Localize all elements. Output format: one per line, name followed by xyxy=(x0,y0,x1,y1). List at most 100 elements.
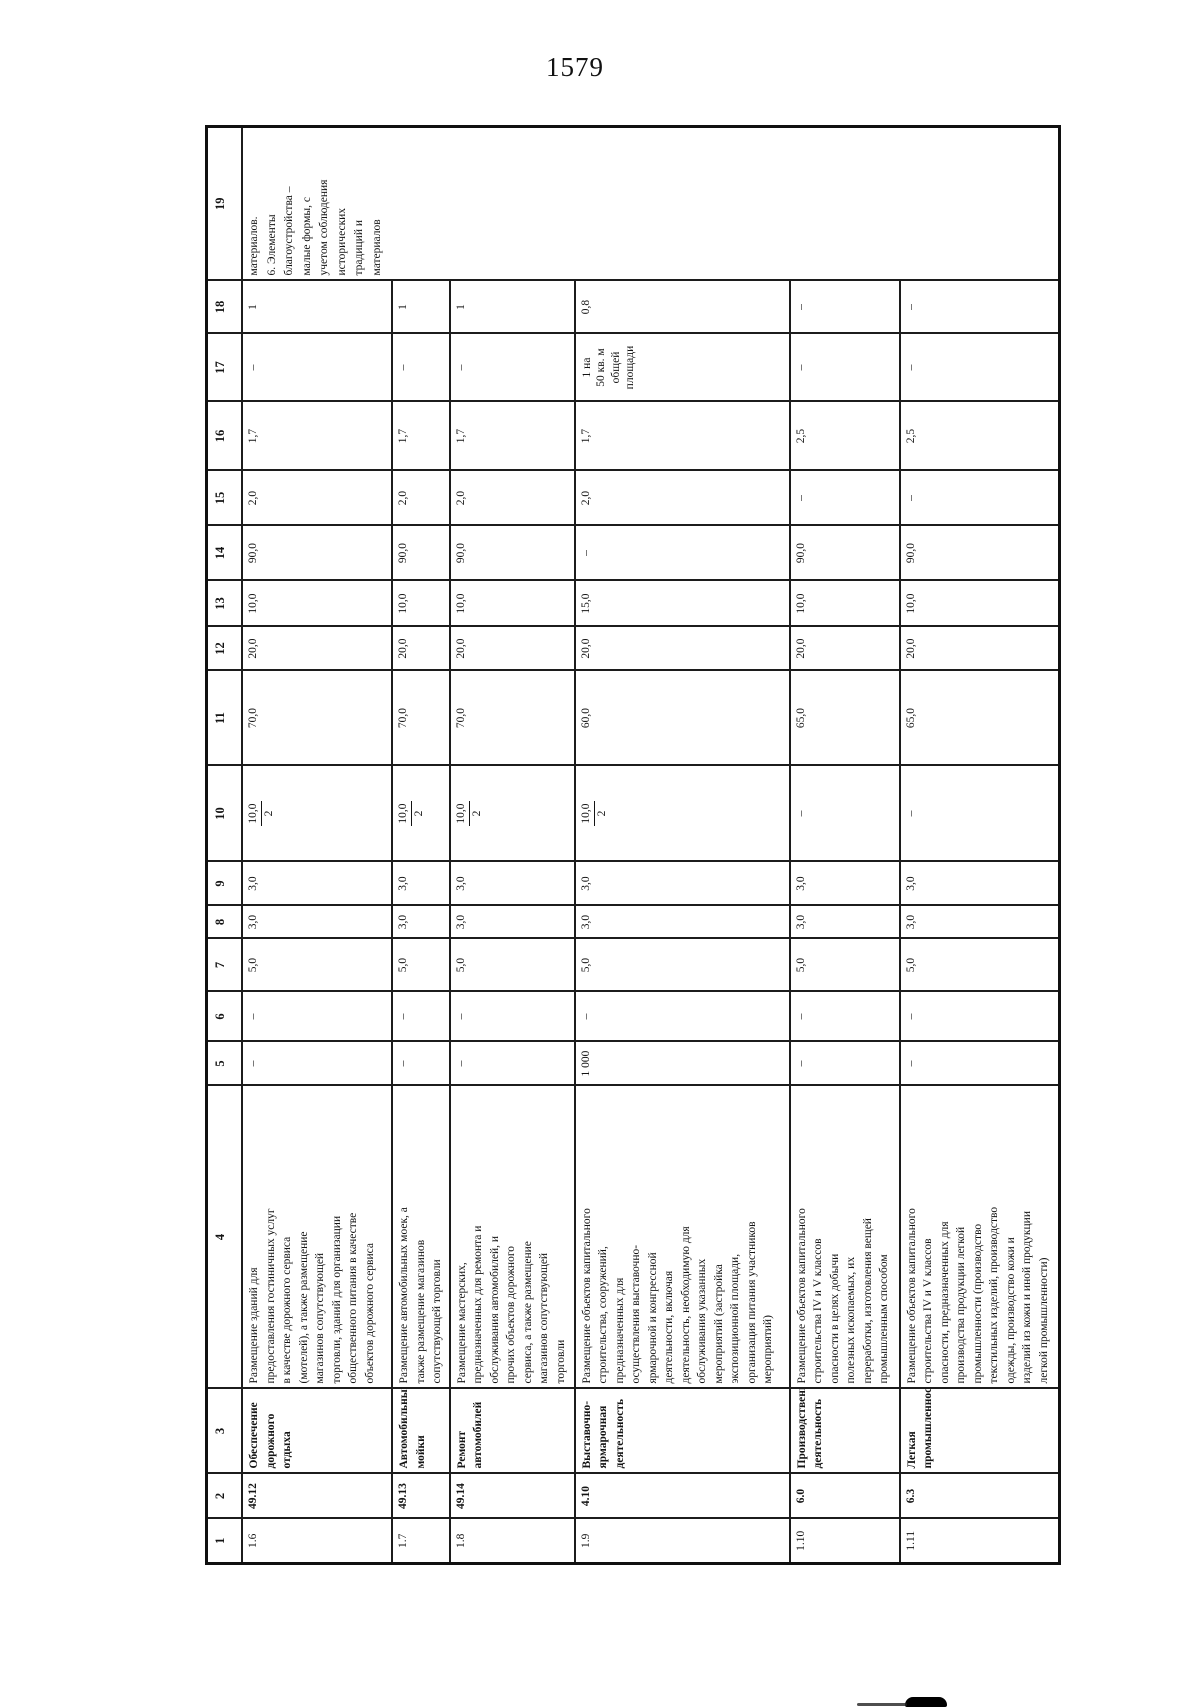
column-number-header: 2 xyxy=(206,1473,242,1519)
cell-value: – xyxy=(574,525,790,581)
cell-value: 10,0 xyxy=(392,580,450,627)
cell-value: 3,0 xyxy=(574,861,790,906)
cell-value: 20,0 xyxy=(899,626,1060,671)
column-number-header: 15 xyxy=(206,470,242,526)
cell-value: – xyxy=(449,333,575,402)
cell-row-index: 1.9 xyxy=(574,1518,790,1564)
cell-value: 2,0 xyxy=(392,470,450,526)
cell-value: – xyxy=(899,991,1060,1042)
column-number-header: 5 xyxy=(206,1041,242,1086)
cell-use-name: Обеспечение дорожного отдыха xyxy=(242,1388,392,1474)
cell-value: 3,0 xyxy=(899,861,1060,906)
table-row: 1.11 6.3 Легкая промышленность Размещени… xyxy=(899,126,1060,1564)
column-number-header-row: 1 2 3 4 5 6 7 8 9 10 11 12 13 14 15 16 1… xyxy=(206,126,242,1564)
cell-value: – xyxy=(899,470,1060,526)
cell-use-description: Размещение объектов капитального строите… xyxy=(574,1085,790,1389)
cell-value: 2,0 xyxy=(449,470,575,526)
cell-value: 5,0 xyxy=(574,938,790,992)
cell-code: 49.12 xyxy=(242,1473,392,1519)
scan-artifact xyxy=(857,1697,947,1707)
cell-value: 3,0 xyxy=(392,905,450,939)
cell-code: 6.0 xyxy=(789,1473,900,1519)
cell-value: 1,7 xyxy=(574,401,790,471)
cell-value: – xyxy=(899,280,1060,334)
cell-value: 1 xyxy=(392,280,450,334)
table-row: 1.8 49.14 Ремонт автомобилей Размещение … xyxy=(449,126,575,1564)
cell-use-name: Выставочно- ярмарочная деятельность xyxy=(574,1388,790,1474)
cell-row-index: 1.6 xyxy=(242,1518,392,1564)
cell-value: 3,0 xyxy=(449,905,575,939)
cell-value: 20,0 xyxy=(574,626,790,671)
cell-note-continuation xyxy=(574,126,790,281)
fraction-denominator: 2 xyxy=(413,810,425,817)
cell-value: – xyxy=(899,765,1060,862)
table-row: 1.10 6.0 Производственная деятельность Р… xyxy=(789,126,900,1564)
cell-code: 6.3 xyxy=(899,1473,1060,1519)
cell-value: – xyxy=(392,1041,450,1086)
cell-use-description: Размещение объектов капитального строите… xyxy=(899,1085,1060,1389)
cell-value: 2,0 xyxy=(242,470,392,526)
fraction: 10,0 2 xyxy=(397,801,426,826)
cell-value: 90,0 xyxy=(392,525,450,581)
cell-value: 1,7 xyxy=(449,401,575,471)
cell-note-continuation xyxy=(392,126,450,281)
cell-value: 2,5 xyxy=(789,401,900,471)
cell-value: – xyxy=(392,333,450,402)
fraction-denominator: 2 xyxy=(595,810,608,817)
cell-value: 1 на 50 кв. м общей площади xyxy=(574,333,790,402)
cell-value: 1,7 xyxy=(242,401,392,471)
cell-value: 90,0 xyxy=(899,525,1060,581)
cell-fraction-value: 10,0 2 xyxy=(574,765,790,862)
cell-value: 5,0 xyxy=(789,938,900,992)
cell-value: – xyxy=(789,470,900,526)
cell-value: 3,0 xyxy=(449,861,575,906)
cell-value: 20,0 xyxy=(242,626,392,671)
rotated-table-inner: 1 2 3 4 5 6 7 8 9 10 11 12 13 14 15 16 1… xyxy=(205,125,1061,1565)
cell-note-continuation: материалов. 6. Элементы благоустройства … xyxy=(242,126,392,281)
fraction-numerator: 10,0 xyxy=(579,801,595,826)
cell-value: 3,0 xyxy=(789,861,900,906)
cell-row-index: 1.7 xyxy=(392,1518,450,1564)
cell-value: – xyxy=(242,333,392,402)
fraction-denominator: 2 xyxy=(263,810,275,817)
column-number-header: 9 xyxy=(206,861,242,906)
column-number-header: 3 xyxy=(206,1388,242,1474)
fraction: 10,0 2 xyxy=(247,801,276,826)
cell-use-name: Ремонт автомобилей xyxy=(449,1388,575,1474)
cell-value: 20,0 xyxy=(449,626,575,671)
cell-value: 90,0 xyxy=(242,525,392,581)
column-number-header: 10 xyxy=(206,765,242,862)
page-number: 1579 xyxy=(546,52,604,82)
cell-use-name: Производственная деятельность xyxy=(789,1388,900,1474)
cell-value: 20,0 xyxy=(789,626,900,671)
fraction-numerator: 10,0 xyxy=(247,801,262,826)
cell-row-index: 1.10 xyxy=(789,1518,900,1564)
column-number-header: 4 xyxy=(206,1085,242,1389)
cell-value: 2,5 xyxy=(899,401,1060,471)
cell-fraction-value: 10,0 2 xyxy=(392,765,450,862)
cell-value: – xyxy=(899,333,1060,402)
cell-value: 1 xyxy=(242,280,392,334)
cell-value: 3,0 xyxy=(789,905,900,939)
cell-value: 15,0 xyxy=(574,580,790,627)
cell-value: 70,0 xyxy=(392,670,450,766)
cell-value: 3,0 xyxy=(242,861,392,906)
column-number-header: 12 xyxy=(206,626,242,671)
cell-value: 5,0 xyxy=(899,938,1060,992)
cell-note-continuation xyxy=(449,126,575,281)
cell-value: 20,0 xyxy=(392,626,450,671)
cell-value: – xyxy=(789,280,900,334)
cell-row-index: 1.8 xyxy=(449,1518,575,1564)
cell-use-name: Легкая промышленность xyxy=(899,1388,1060,1474)
cell-note-continuation xyxy=(789,126,900,281)
cell-value: – xyxy=(449,1041,575,1086)
cell-value: 3,0 xyxy=(392,861,450,906)
cell-value: – xyxy=(574,991,790,1042)
table-row: 1.7 49.13 Автомобильные мойки Размещение… xyxy=(392,126,450,1564)
fraction-denominator: 2 xyxy=(470,810,483,817)
cell-value: 10,0 xyxy=(789,580,900,627)
fraction-numerator: 10,0 xyxy=(397,801,412,826)
column-number-header: 8 xyxy=(206,905,242,939)
cell-use-name: Автомобильные мойки xyxy=(392,1388,450,1474)
cell-value: – xyxy=(789,1041,900,1086)
